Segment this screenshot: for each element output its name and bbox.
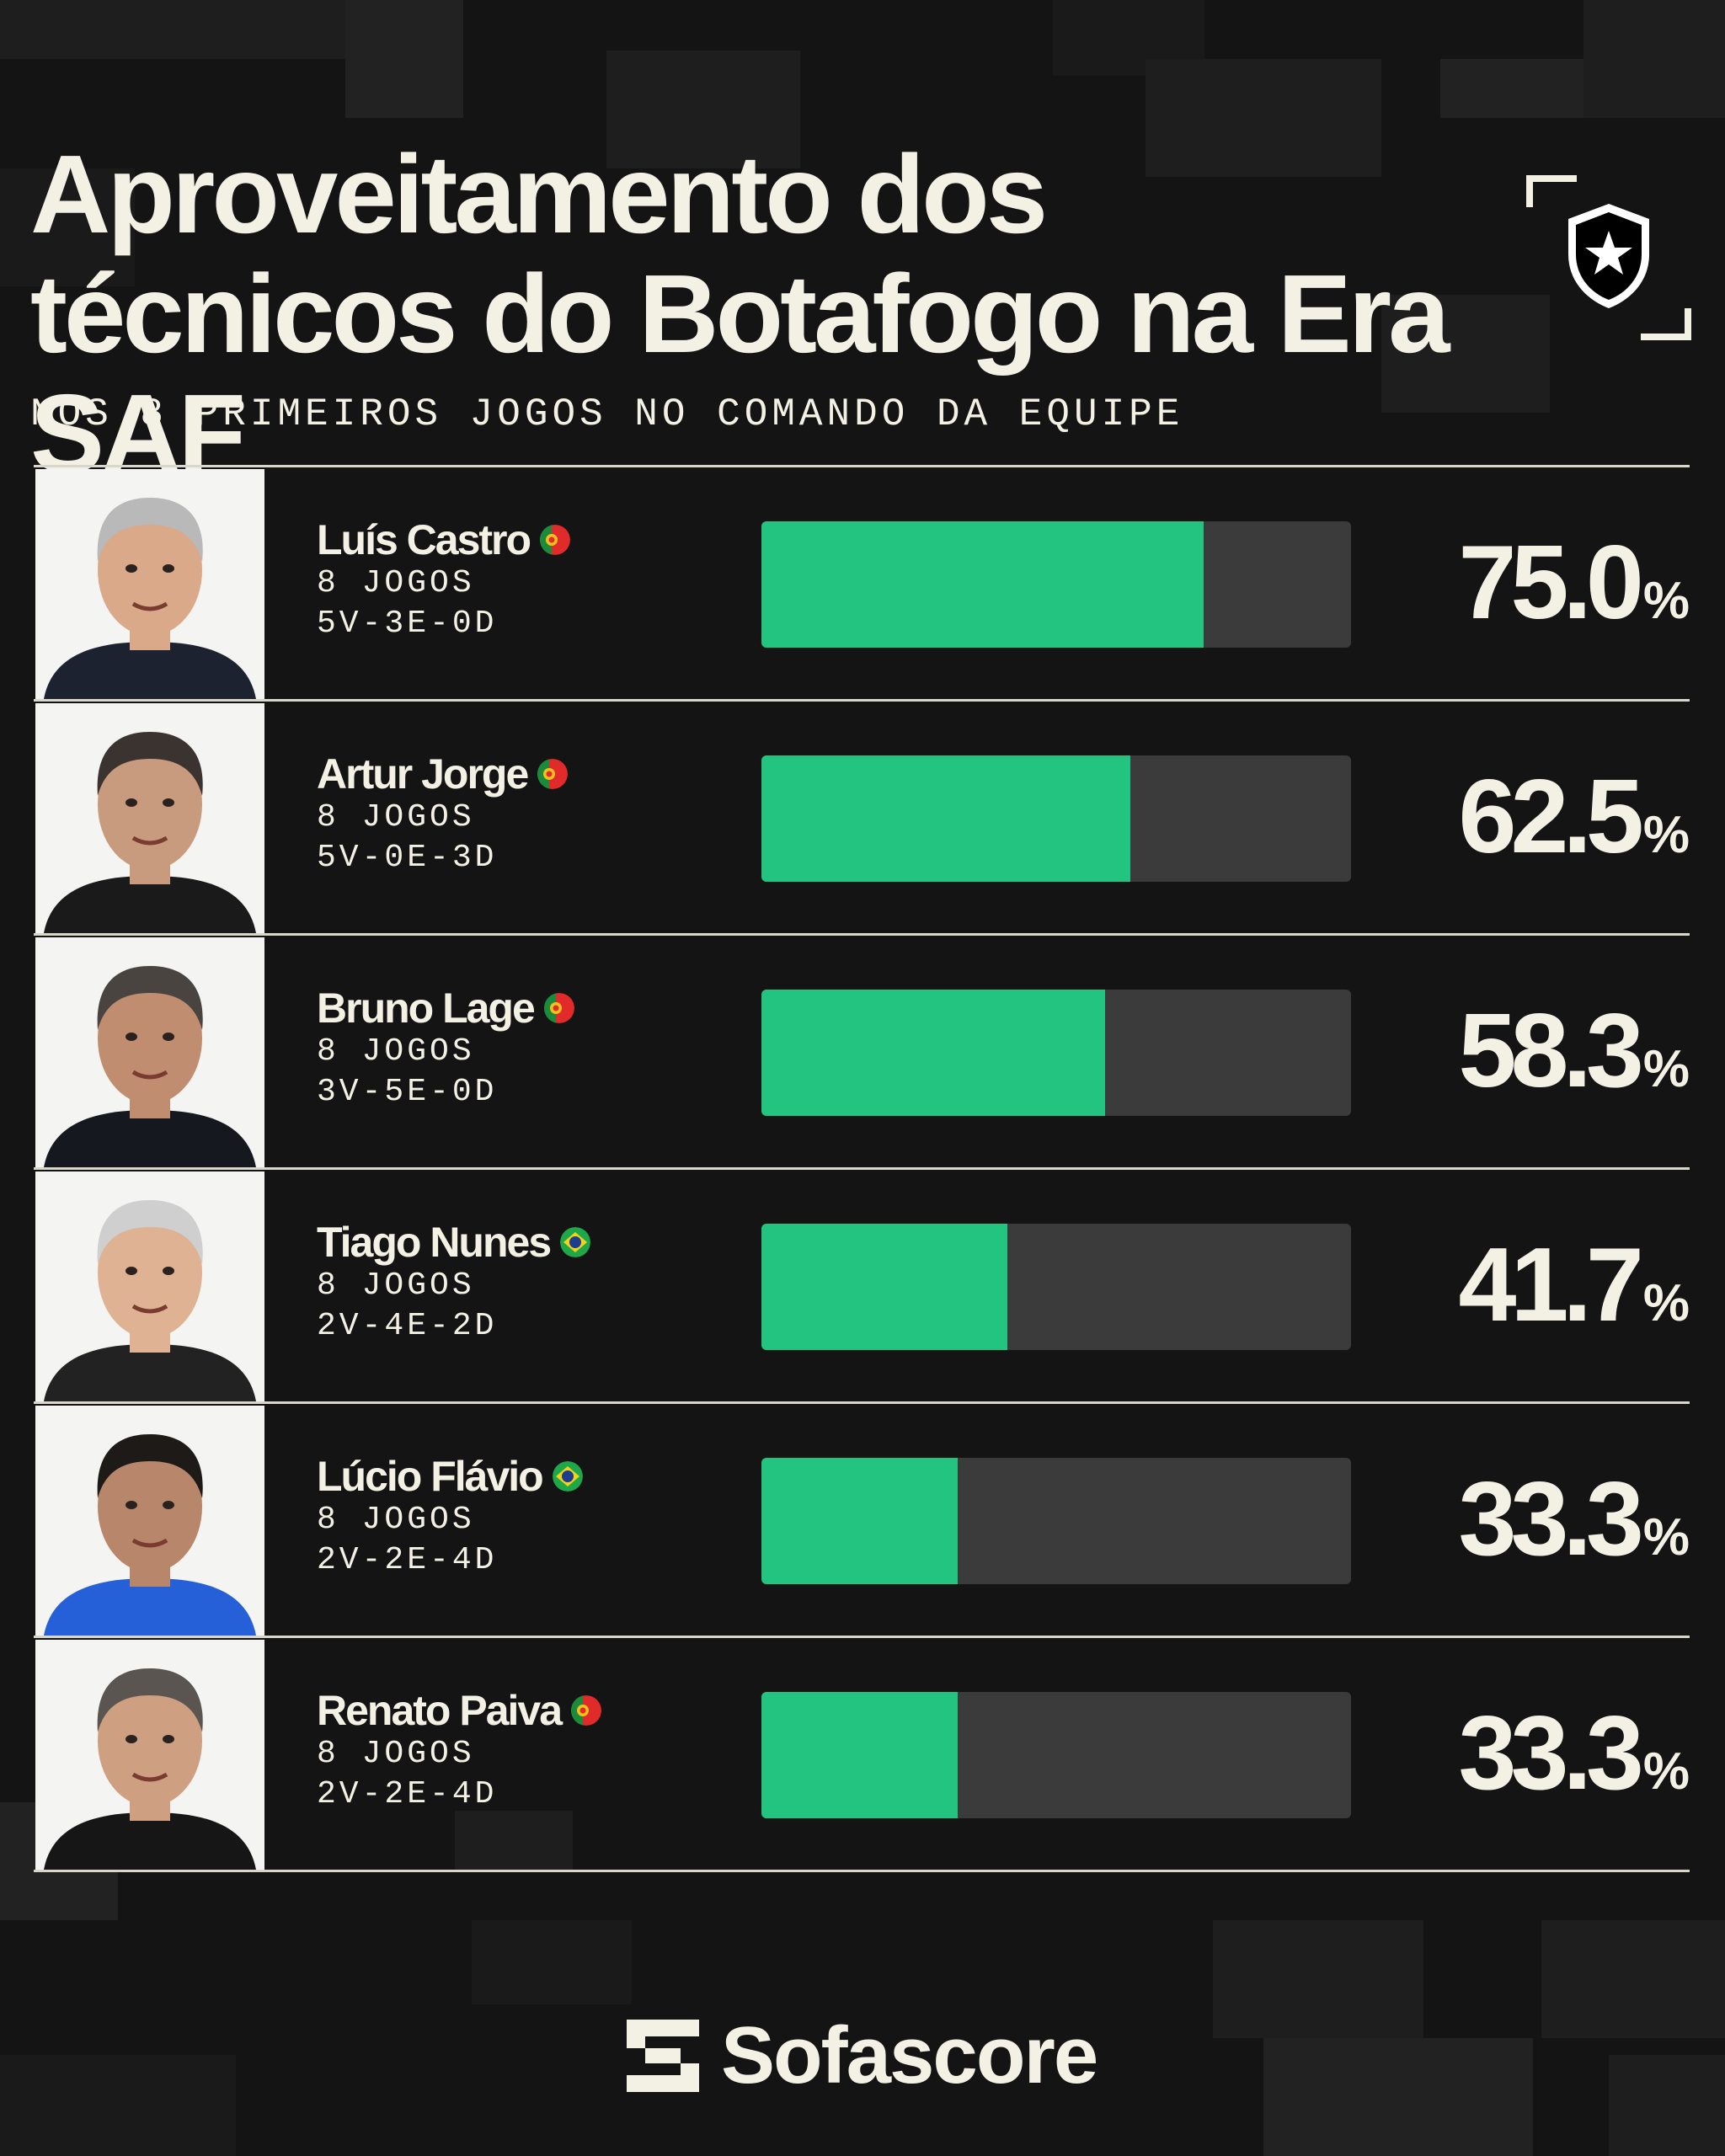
coach-photo xyxy=(35,1640,264,1870)
games-count: 8 JOGOS xyxy=(317,565,475,601)
coach-name-line: Artur Jorge xyxy=(317,750,569,798)
brazil-flag-icon xyxy=(560,1227,591,1257)
coach-name: Tiago Nunes xyxy=(317,1219,552,1266)
percentage-value: 41.7 xyxy=(1458,1227,1644,1343)
win-draw-loss-record: 2V-2E-4D xyxy=(317,1776,498,1812)
bar-track xyxy=(761,755,1351,882)
coach-row: Bruno Lage 8 JOGOS 3V-5E-0D 58.3% xyxy=(34,936,1690,1170)
percent-sign: % xyxy=(1642,806,1690,864)
percentage-value: 75.0 xyxy=(1458,525,1644,641)
coach-info: Artur Jorge 8 JOGOS 5V-0E-3D xyxy=(317,750,569,878)
frame-corner-top-left xyxy=(1526,175,1577,207)
coach-name: Lúcio Flávio xyxy=(317,1453,544,1500)
games-count: 8 JOGOS xyxy=(317,1502,475,1538)
sofascore-logo-icon xyxy=(627,2020,699,2092)
coach-info: Bruno Lage 8 JOGOS 3V-5E-0D xyxy=(317,985,574,1113)
coach-photo xyxy=(35,469,264,699)
win-draw-loss-record: 2V-2E-4D xyxy=(317,1542,498,1578)
percent-sign: % xyxy=(1642,1040,1690,1098)
percentage-label: 62.5% xyxy=(1459,754,1690,880)
coach-photo xyxy=(35,703,264,933)
bar-fill xyxy=(761,1458,959,1584)
percentage-value: 58.3 xyxy=(1458,993,1644,1109)
coach-photo xyxy=(35,1171,264,1401)
brazil-flag-icon xyxy=(552,1461,583,1492)
bar-track xyxy=(761,521,1351,648)
brand-name: Sofascore xyxy=(721,2010,1098,2100)
coach-info: Luís Castro 8 JOGOS 5V-3E-0D xyxy=(317,516,571,644)
coach-row: Tiago Nunes 8 JOGOS 2V-4E-2D 41.7% xyxy=(34,1170,1690,1404)
botafogo-crest-icon xyxy=(1568,204,1649,308)
bar-fill xyxy=(761,521,1204,648)
coach-row: Artur Jorge 8 JOGOS 5V-0E-3D 62.5% xyxy=(34,702,1690,936)
coach-name: Luís Castro xyxy=(317,516,531,563)
chart-subtitle: NOS 8 PRIMEIROS JOGOS NO COMANDO DA EQUI… xyxy=(30,392,1184,436)
portugal-flag-icon xyxy=(571,1695,602,1726)
percentage-value: 33.3 xyxy=(1458,1695,1644,1812)
portugal-flag-icon xyxy=(543,993,574,1023)
coach-row: Lúcio Flávio 8 JOGOS 2V-2E-4D 33.3% xyxy=(34,1404,1690,1638)
percent-sign: % xyxy=(1642,1274,1690,1332)
coach-photo xyxy=(35,1406,264,1636)
coach-name-line: Bruno Lage xyxy=(317,985,574,1032)
coach-name-line: Tiago Nunes xyxy=(317,1219,591,1266)
win-draw-loss-record: 5V-0E-3D xyxy=(317,840,498,876)
percentage-value: 33.3 xyxy=(1458,1461,1644,1577)
percent-sign: % xyxy=(1642,1742,1690,1801)
games-count: 8 JOGOS xyxy=(317,1736,475,1772)
percentage-value: 62.5 xyxy=(1458,759,1644,875)
games-count: 8 JOGOS xyxy=(317,799,475,835)
coach-name-line: Lúcio Flávio xyxy=(317,1453,583,1500)
percentage-label: 41.7% xyxy=(1459,1222,1690,1348)
frame-corner-bottom-right xyxy=(1641,308,1691,340)
coach-row: Luís Castro 8 JOGOS 5V-3E-0D 75.0% xyxy=(34,467,1690,702)
percentage-label: 58.3% xyxy=(1459,988,1690,1114)
percent-sign: % xyxy=(1642,572,1690,630)
portugal-flag-icon xyxy=(537,759,569,789)
percentage-label: 75.0% xyxy=(1459,520,1690,646)
coach-list: Luís Castro 8 JOGOS 5V-3E-0D 75.0% Artur Jor… xyxy=(34,465,1690,1872)
win-draw-loss-record: 2V-4E-2D xyxy=(317,1308,498,1344)
percent-sign: % xyxy=(1642,1508,1690,1566)
coach-info: Lúcio Flávio 8 JOGOS 2V-2E-4D xyxy=(317,1453,583,1581)
coach-name-line: Luís Castro xyxy=(317,516,571,563)
portugal-flag-icon xyxy=(540,525,571,555)
sofascore-brand: Sofascore xyxy=(627,2009,1098,2102)
bar-track xyxy=(761,1458,1351,1584)
bar-fill xyxy=(761,1692,959,1818)
coach-info: Tiago Nunes 8 JOGOS 2V-4E-2D xyxy=(317,1219,591,1347)
chart-title: Aproveitamento dos técnicos do Botafogo … xyxy=(30,132,1450,495)
games-count: 8 JOGOS xyxy=(317,1267,475,1304)
coach-info: Renato Paiva 8 JOGOS 2V-2E-4D xyxy=(317,1687,602,1815)
percentage-label: 33.3% xyxy=(1459,1456,1690,1582)
percentage-label: 33.3% xyxy=(1459,1690,1690,1817)
coach-name-line: Renato Paiva xyxy=(317,1687,602,1734)
coach-row: Renato Paiva 8 JOGOS 2V-2E-4D 33.3% xyxy=(34,1638,1690,1872)
bar-track xyxy=(761,990,1351,1116)
win-draw-loss-record: 5V-3E-0D xyxy=(317,606,498,642)
bar-fill xyxy=(761,1224,1007,1350)
coach-photo xyxy=(35,937,264,1167)
coach-name: Renato Paiva xyxy=(317,1687,563,1734)
list-top-rule xyxy=(34,465,1690,467)
games-count: 8 JOGOS xyxy=(317,1033,475,1070)
win-draw-loss-record: 3V-5E-0D xyxy=(317,1074,498,1110)
bar-fill xyxy=(761,990,1106,1116)
coach-name: Artur Jorge xyxy=(317,750,529,798)
bar-track xyxy=(761,1692,1351,1818)
coach-name: Bruno Lage xyxy=(317,985,536,1032)
bar-fill xyxy=(761,755,1130,882)
bar-track xyxy=(761,1224,1351,1350)
club-crest-frame xyxy=(1526,175,1691,340)
